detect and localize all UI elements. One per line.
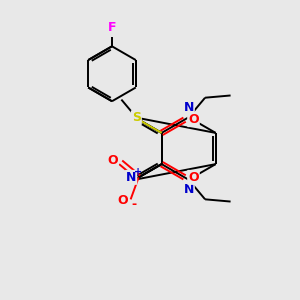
Text: O: O [107, 154, 118, 167]
Text: O: O [188, 171, 199, 184]
Text: F: F [108, 21, 116, 34]
Text: N: N [184, 183, 194, 196]
Text: S: S [132, 111, 141, 124]
Text: +: + [134, 167, 142, 177]
Text: O: O [117, 194, 128, 207]
Text: N: N [126, 171, 136, 184]
Text: N: N [184, 101, 194, 114]
Text: -: - [132, 198, 137, 211]
Text: O: O [188, 113, 199, 126]
